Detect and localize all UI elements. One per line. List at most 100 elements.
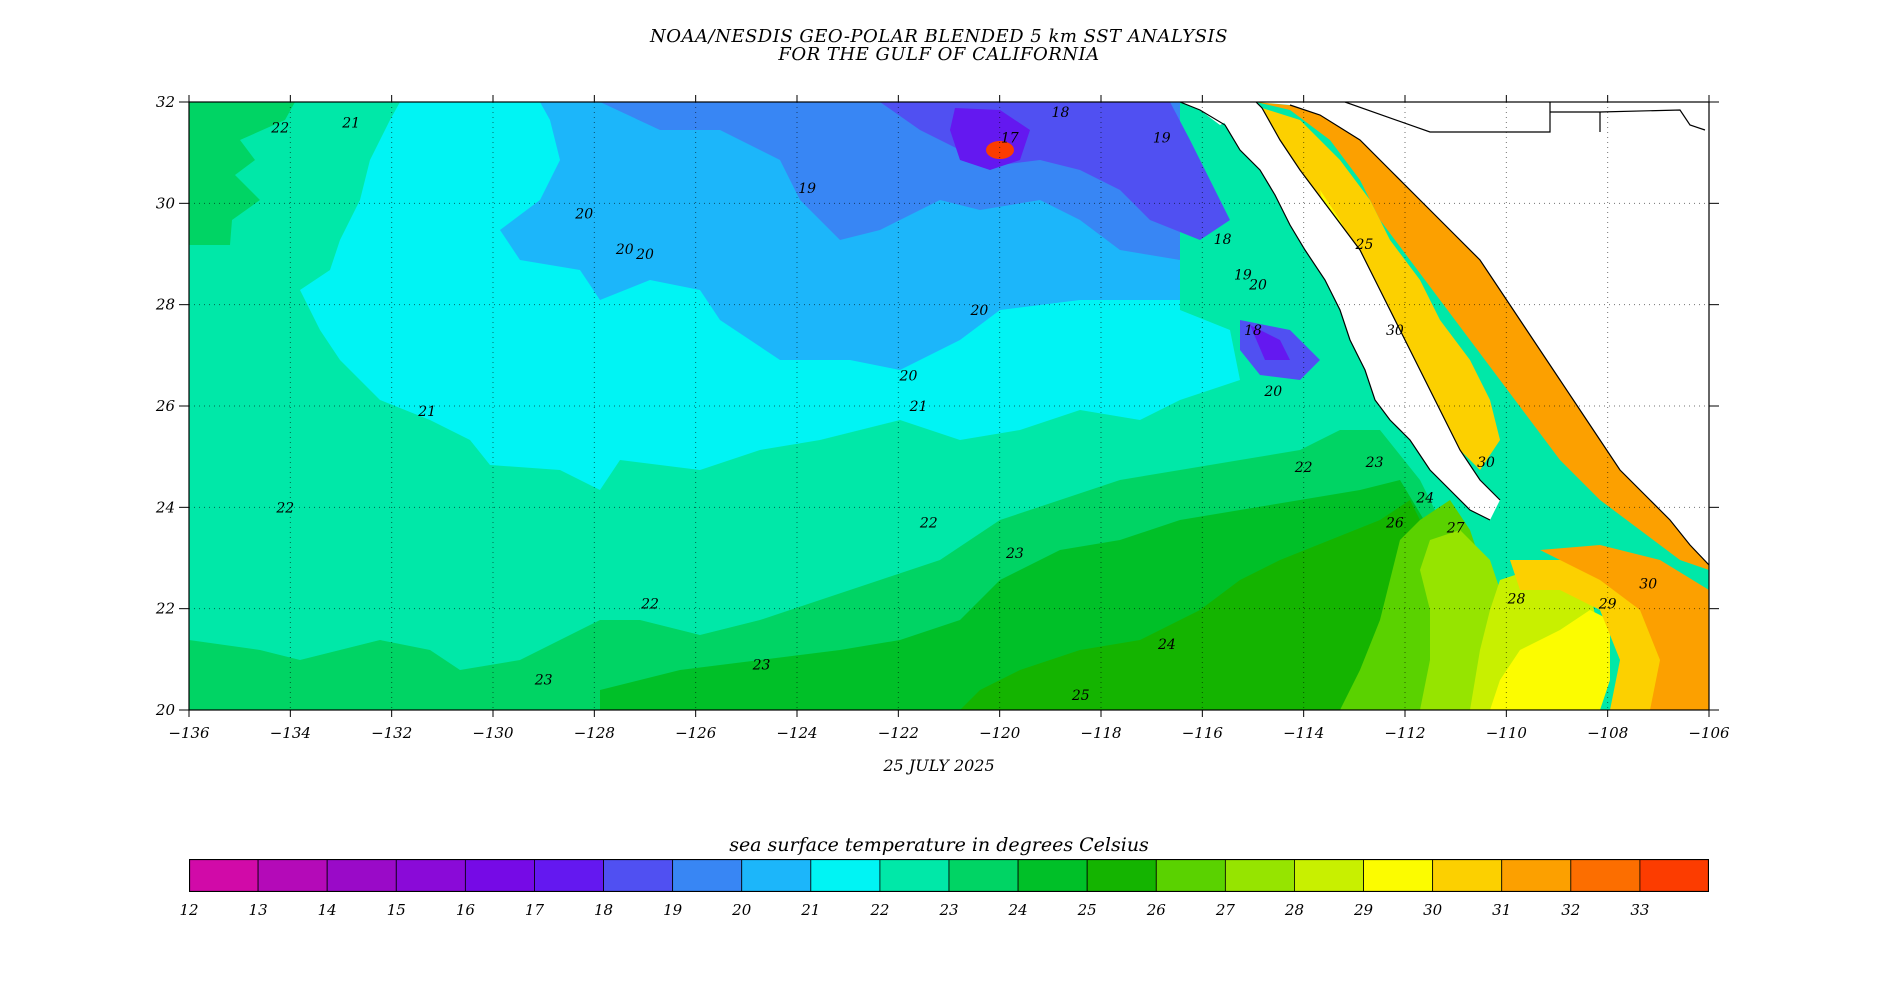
band-17-south [1250, 325, 1290, 360]
legend-swatch [741, 859, 812, 892]
contour-label: 26 [1385, 516, 1404, 532]
contour-label: 19 [1234, 267, 1252, 283]
x-tick-label: −112 [1384, 724, 1425, 742]
coastlines [1179, 102, 1709, 566]
gulf-warm [1256, 102, 1709, 570]
color-legend-bar [189, 859, 1709, 892]
legend-swatch [257, 859, 328, 892]
us-mexico-border [1344, 102, 1706, 133]
legend-value-label: 22 [869, 901, 889, 919]
band-31 [1540, 545, 1709, 710]
map-title-line-2: FOR THE GULF OF CALIFORNIA [778, 44, 1100, 65]
x-tick-label: −130 [472, 724, 514, 742]
y-tick-label: 20 [155, 701, 176, 719]
hot-spot [986, 141, 1014, 159]
contour-label: 22 [1294, 460, 1313, 476]
legend-value-label: 21 [800, 901, 820, 919]
x-tick-label: −114 [1283, 724, 1324, 742]
y-tick-label: 28 [155, 296, 175, 314]
contour-label: 18 [1214, 232, 1232, 248]
legend-value-label: 16 [456, 901, 476, 919]
contour-label: 19 [1153, 131, 1171, 147]
contour-label: 17 [1001, 131, 1019, 147]
mainland-coast [1289, 104, 1709, 566]
x-tick-label: −124 [776, 724, 817, 742]
x-tick-label: −122 [878, 724, 919, 742]
y-tick-label: 26 [155, 397, 176, 415]
legend-swatch [672, 859, 743, 892]
legend-value-label: 29 [1353, 901, 1374, 919]
legend-value-label: 33 [1630, 901, 1649, 919]
contour-label: 30 [1386, 323, 1404, 339]
legend-swatch [1155, 859, 1226, 892]
legend-value-label: 15 [387, 901, 406, 919]
mexico-mainland [1256, 102, 1709, 565]
contour-label: 22 [640, 597, 659, 613]
x-tick-label: −116 [1182, 724, 1224, 742]
legend-value-label: 31 [1492, 901, 1511, 919]
contour-label: 25 [1355, 237, 1374, 253]
contour-label: 24 [1157, 637, 1176, 653]
legend-value-label: 28 [1284, 901, 1304, 919]
contour-label: 24 [1415, 490, 1434, 506]
legend-value-label: 24 [1008, 901, 1028, 919]
map-title: NOAA/NESDIS GEO-POLAR BLENDED 5 km SST A… [0, 28, 1878, 64]
contour-label: 29 [1598, 597, 1617, 613]
legend-swatch [603, 859, 674, 892]
legend-title: sea surface temperature in degrees Celsi… [729, 834, 1149, 856]
date-label: 25 JULY 2025 [883, 756, 995, 775]
contour-label: 25 [1071, 688, 1090, 704]
axis-tick-labels: −136 −134 −132 −130 −128 −126 −124 −122 −120 −118… [155, 93, 1730, 742]
contour-label: 28 [1507, 592, 1526, 608]
contour-label: 23 [534, 673, 553, 689]
legend-swatch [1570, 859, 1641, 892]
x-tick-label: −108 [1587, 724, 1628, 742]
x-tick-label: −106 [1688, 724, 1730, 742]
map-title-line-1: NOAA/NESDIS GEO-POLAR BLENDED 5 km SST A… [650, 26, 1228, 47]
legend-swatch [1224, 859, 1295, 892]
legend-value-label: 30 [1423, 901, 1443, 919]
legend-frame [189, 859, 1709, 892]
contour-label: 30 [1639, 576, 1657, 592]
y-tick-label: 30 [156, 194, 176, 212]
contour-label: 21 [909, 399, 928, 415]
legend-swatch [534, 859, 604, 892]
legend-swatch [948, 859, 1019, 892]
legend-value-label: 18 [594, 901, 613, 919]
legend-swatch [1017, 859, 1088, 892]
legend-swatch [1294, 859, 1364, 892]
contour-label: 21 [341, 115, 360, 131]
legend-value-label: 26 [1146, 901, 1167, 919]
x-tick-label: −134 [270, 724, 311, 742]
x-tick-label: −126 [675, 724, 717, 742]
baja-east-coast [1255, 102, 1501, 501]
contour-label: 30 [1477, 455, 1495, 471]
legend-swatch [1086, 859, 1157, 892]
contour-label: 27 [1446, 521, 1465, 537]
x-tick-label: −128 [574, 724, 615, 742]
legend-value-labels: 12 13 14 15 16 17 18 19 20 21 22 23 24 25 26 27 28 29 30 31… [179, 901, 1649, 919]
legend-swatch [1639, 859, 1709, 892]
legend-value-label: 25 [1077, 901, 1097, 919]
legend-value-label: 19 [663, 901, 683, 919]
x-tick-label: −110 [1486, 724, 1528, 742]
legend-swatch [395, 859, 466, 892]
contour-label: 18 [1052, 105, 1070, 121]
legend-swatch [1363, 859, 1434, 892]
contour-label: 20 [1248, 277, 1267, 293]
contour-label: 23 [1365, 455, 1384, 471]
band-29 [1490, 610, 1610, 710]
contour-label: 20 [615, 242, 634, 258]
legend-value-label: 13 [249, 901, 268, 919]
legend-value-label: 17 [525, 901, 545, 919]
y-tick-label: 32 [156, 93, 175, 111]
contour-label: 19 [798, 181, 816, 197]
y-tick-label: 22 [155, 600, 175, 618]
contour-label: 20 [635, 247, 654, 263]
band-23-west [189, 102, 295, 245]
legend-value-label: 32 [1561, 901, 1580, 919]
us-land [1180, 102, 1256, 125]
contour-label: 20 [899, 369, 918, 385]
legend-swatch [879, 859, 950, 892]
